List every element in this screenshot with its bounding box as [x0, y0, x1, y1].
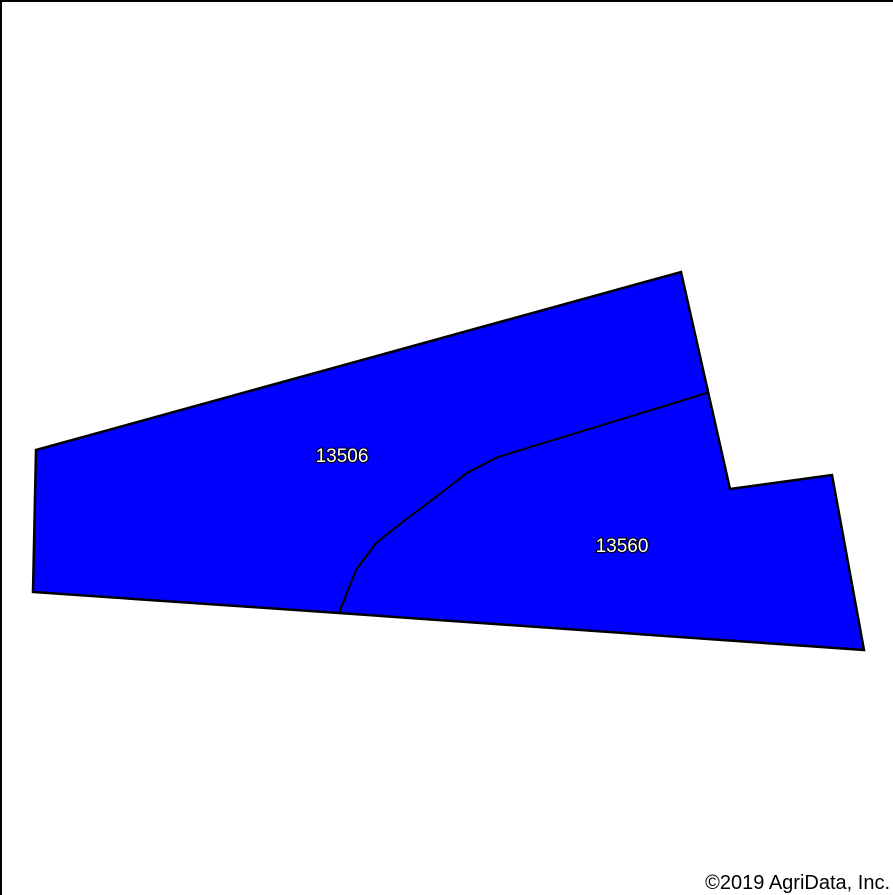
field-parcel[interactable] — [31, 270, 866, 652]
copyright-notice: ©2019 AgriData, Inc. — [705, 872, 890, 894]
soil-unit-boundary — [338, 392, 708, 614]
soil-unit-label[interactable]: 13560 — [594, 535, 649, 558]
soil-unit-label[interactable]: 13506 — [314, 445, 369, 468]
